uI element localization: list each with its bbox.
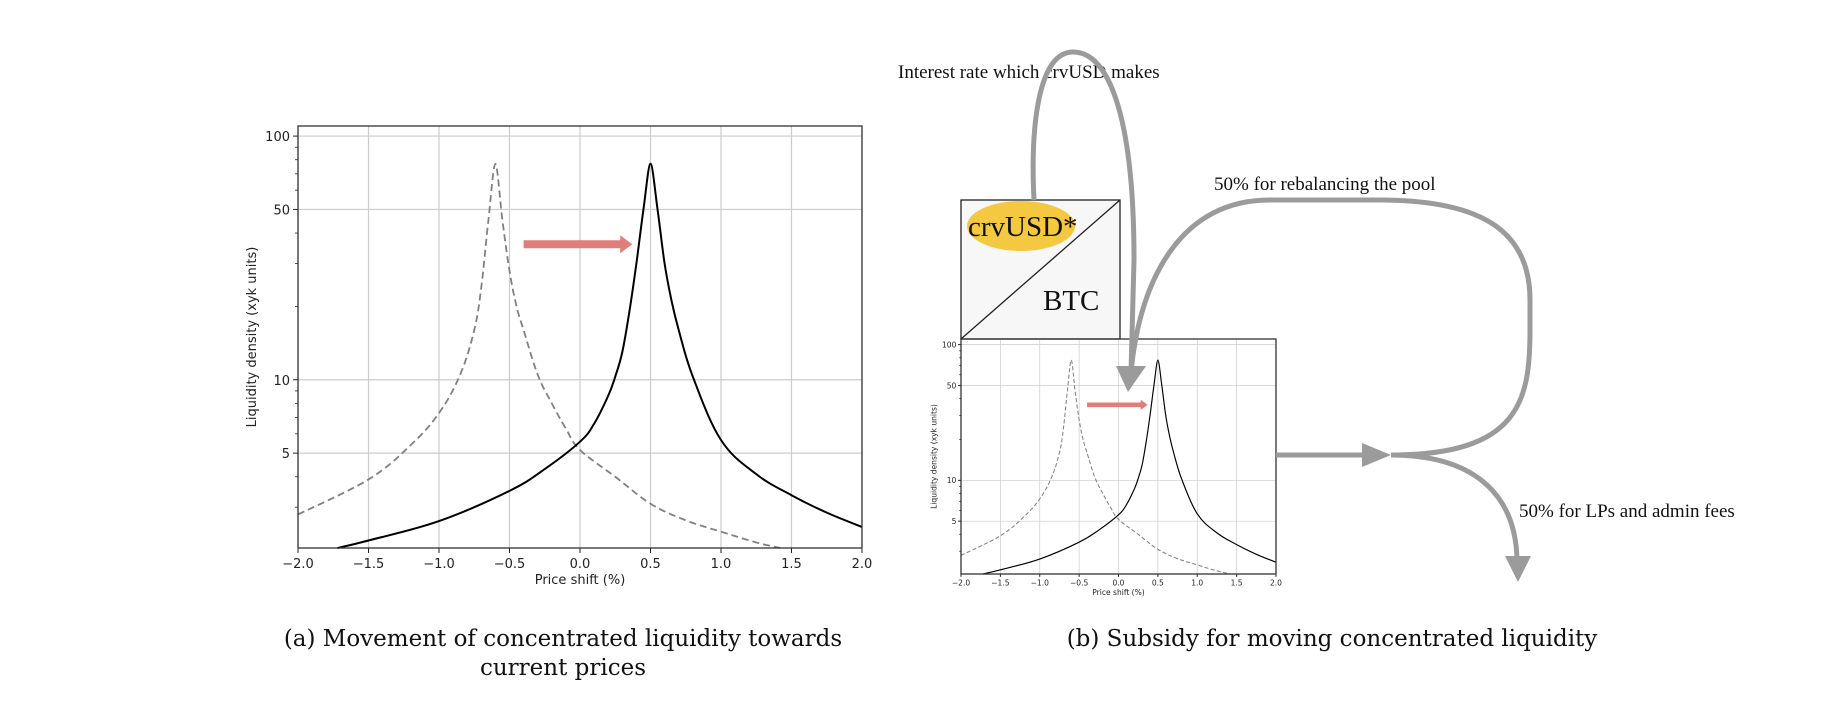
y-axis-label: Liquidity density (xyk units): [930, 404, 939, 509]
x-tick-label: 2.0: [852, 557, 873, 572]
x-tick-label: 0.0: [570, 557, 591, 572]
previous-liquidity-curve: [297, 162, 781, 549]
interest-flow-arrow: [1030, 49, 1137, 373]
liquidity-chart-b: −2.0 −1.5 −1.0 −0.5 0.0 0.5 1.0 1.5 2.0 5 10 50 100 P…: [930, 338, 1282, 597]
x-tick-label: 0.5: [1152, 579, 1164, 588]
shift-arrow-icon: [523, 235, 633, 254]
x-axis-label: Price shift (%): [1092, 588, 1145, 597]
current-liquidity-curve: [982, 359, 1277, 575]
x-tick-label: 0.0: [1113, 579, 1125, 588]
crvusd-highlight: [967, 201, 1075, 251]
x-tick-label: 1.0: [711, 557, 732, 572]
x-tick-label: 1.5: [1231, 579, 1243, 588]
previous-liquidity-curve: [960, 359, 1231, 575]
x-tick-label: 1.5: [781, 557, 802, 572]
y-tick-label: 10: [273, 374, 290, 389]
x-tick-label: −1.5: [991, 579, 1009, 588]
rebalancing-flow-arrow: [1128, 197, 1533, 458]
pool-box: crvUSD* BTC: [960, 199, 1121, 340]
lps-flow-arrow: [1390, 452, 1520, 561]
y-tick-label: 100: [265, 130, 290, 145]
x-tick-label: −0.5: [494, 557, 526, 572]
shift-arrow-icon: [1087, 399, 1148, 411]
caption-a-line1: (a) Movement of concentrated liquidity t…: [284, 626, 842, 652]
caption-b: (b) Subsidy for moving concentrated liqu…: [1067, 626, 1598, 652]
current-liquidity-curve: [337, 162, 863, 549]
y-tick-label: 50: [273, 203, 290, 218]
pool-token-crvusd: crvUSD*: [968, 211, 1078, 243]
pool-box-diagonal: [960, 199, 1121, 340]
pool-token-btc: BTC: [1043, 285, 1099, 317]
caption-a-line2: current prices: [480, 655, 646, 681]
x-tick-label: −2.0: [952, 579, 970, 588]
x-tick-label: −1.0: [1031, 579, 1049, 588]
arrowhead-into-chart-icon: [1116, 366, 1146, 392]
arrowhead-split-icon: [1362, 443, 1391, 467]
lps-fees-label: 50% for LPs and admin fees: [1519, 501, 1735, 522]
x-axis-label: Price shift (%): [535, 573, 626, 588]
y-tick-label: 5: [282, 447, 290, 462]
x-tick-label: −2.0: [282, 557, 314, 572]
y-tick-label: 100: [942, 341, 957, 350]
interest-rate-label: Interest rate which crvUSD makes: [898, 62, 1160, 83]
x-tick-label: 0.5: [640, 557, 661, 572]
plot-frame: [297, 125, 863, 549]
arrowhead-lps-icon: [1505, 556, 1531, 582]
y-axis-label: Liquidity density (xyk units): [245, 247, 260, 428]
x-tick-label: 2.0: [1270, 579, 1282, 588]
y-tick-label: 10: [947, 476, 957, 485]
liquidity-chart-a: −2.0 −1.5 −1.0 −0.5 0.0 0.5 1.0 1.5 2.0 5 10 50 100 P…: [245, 125, 873, 588]
y-tick-label: 50: [947, 381, 957, 390]
x-tick-label: −1.0: [423, 557, 455, 572]
y-tick-label: 5: [952, 517, 957, 526]
rebalancing-label: 50% for rebalancing the pool: [1214, 174, 1436, 195]
x-tick-label: −0.5: [1070, 579, 1088, 588]
x-tick-label: −1.5: [353, 557, 385, 572]
x-tick-label: 1.0: [1191, 579, 1203, 588]
